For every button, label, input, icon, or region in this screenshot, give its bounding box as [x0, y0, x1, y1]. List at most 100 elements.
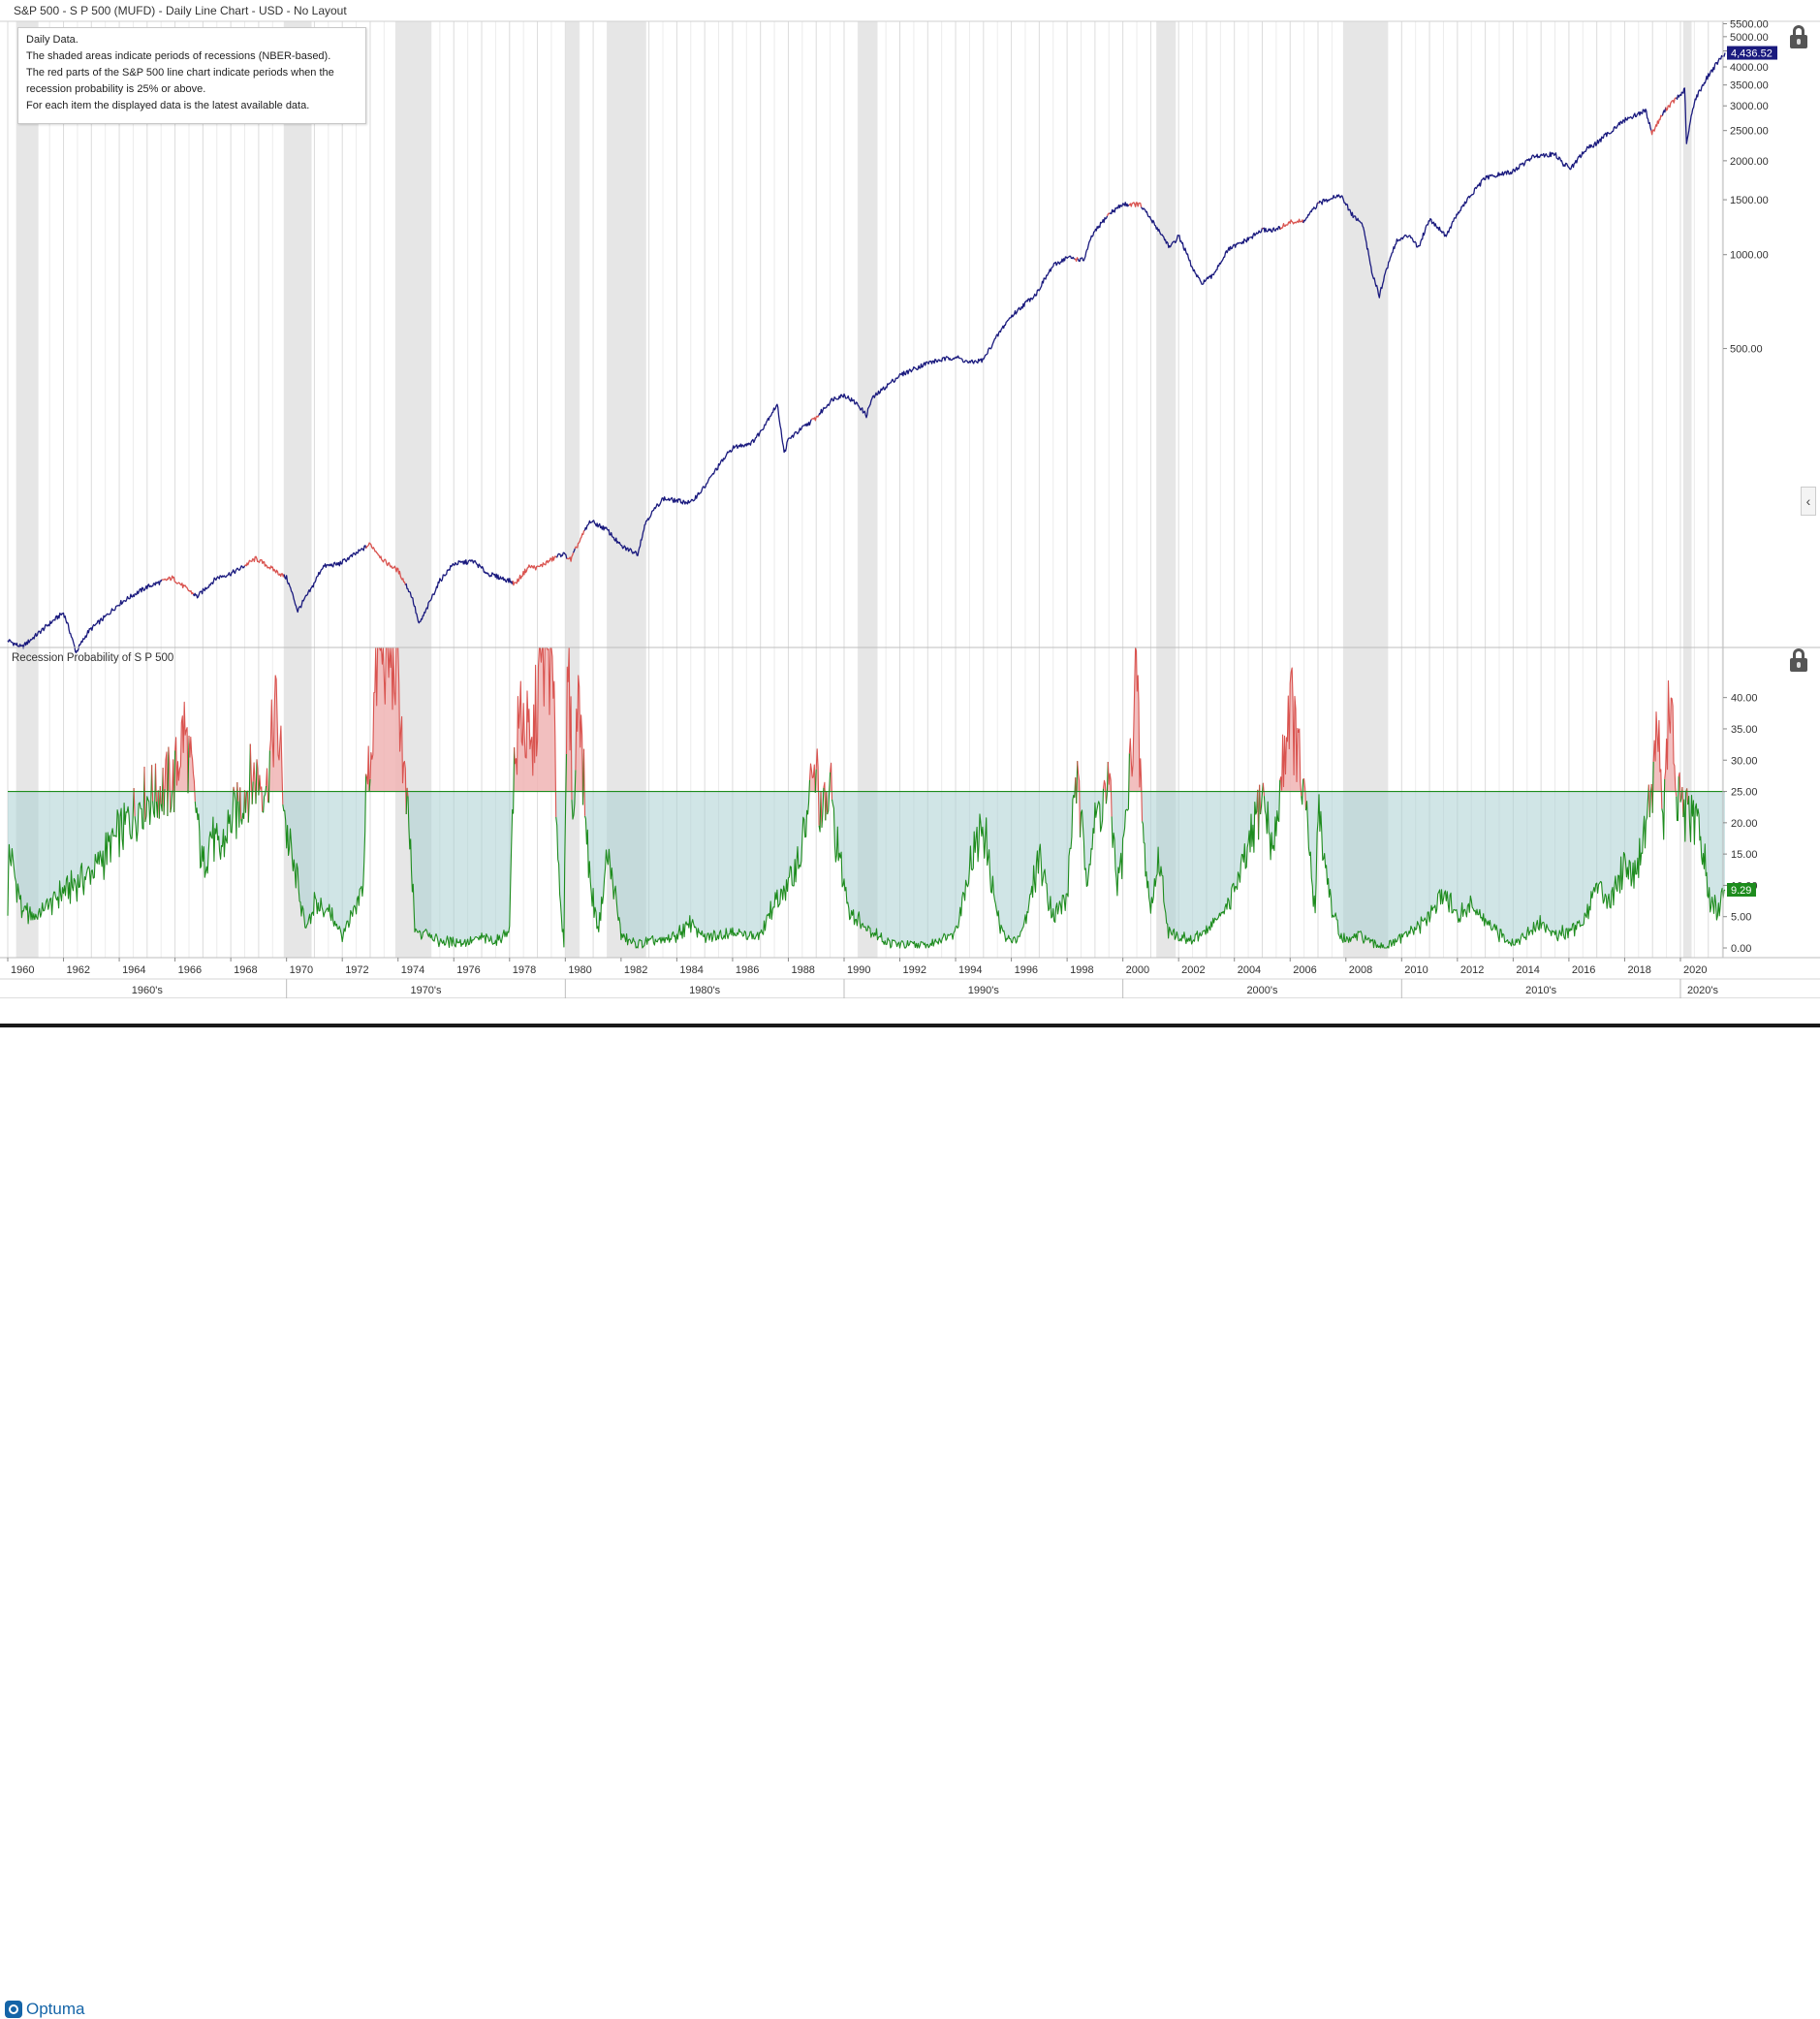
- price-axis-label: 1500.00: [1730, 195, 1769, 206]
- sp500-line: [1109, 202, 1130, 215]
- probability-line: [1301, 778, 1304, 805]
- probability-line: [187, 735, 190, 794]
- sp500-line: [555, 552, 568, 559]
- probability-line-high: [151, 765, 154, 802]
- probability-line: [1260, 782, 1264, 815]
- year-label: 1978: [513, 964, 536, 976]
- year-label: 1984: [679, 964, 703, 976]
- probability-line: [160, 768, 164, 812]
- sp500-line-high-probability: [1106, 212, 1111, 217]
- probability-panel-label: Recession Probability of S P 500: [12, 652, 174, 664]
- probability-line: [244, 791, 247, 813]
- year-label: 2002: [1181, 964, 1205, 976]
- year-label: 1982: [624, 964, 647, 976]
- probability-line: [1141, 789, 1259, 945]
- year-label: 2010: [1404, 964, 1428, 976]
- collapse-arrow-icon[interactable]: ‹: [1801, 487, 1816, 516]
- probability-line: [1079, 788, 1105, 888]
- probability-line: [173, 750, 176, 812]
- probability-axis-label: 35.00: [1731, 724, 1758, 736]
- probability-line: [240, 789, 246, 825]
- probability-line: [1687, 794, 1726, 921]
- probability-line-high: [168, 746, 172, 813]
- year-label: 1990: [847, 964, 870, 976]
- probability-line: [267, 750, 270, 804]
- probability-line-high: [239, 787, 242, 820]
- probability-line: [163, 788, 166, 815]
- probability-line: [818, 790, 822, 833]
- probability-line: [407, 746, 516, 948]
- probability-line: [247, 743, 251, 823]
- year-label: 1962: [67, 964, 90, 976]
- last-probability-label: 9.29: [1731, 885, 1751, 897]
- probability-line: [282, 773, 367, 943]
- sp500-line-high-probability: [1279, 218, 1304, 231]
- probability-line: [152, 763, 157, 818]
- sp500-line-high-probability: [161, 575, 195, 595]
- chart-canvas[interactable]: 5500.005000.004500.004000.003500.003000.…: [0, 0, 1820, 1027]
- year-label: 1998: [1070, 964, 1093, 976]
- probability-line-high: [259, 774, 264, 812]
- window-bottom-edge: [0, 1024, 1820, 1027]
- probability-axis-label: 20.00: [1731, 818, 1758, 830]
- year-label: 1994: [958, 964, 982, 976]
- price-axis-label: 2000.00: [1730, 156, 1769, 168]
- probability-line-high: [406, 787, 409, 797]
- probability-axis-label: 5.00: [1731, 912, 1751, 924]
- sp500-line-high-probability: [810, 415, 820, 422]
- probability-line-high: [164, 751, 169, 817]
- probability-line: [134, 766, 145, 842]
- probability-line: [1111, 753, 1130, 897]
- year-label: 1968: [234, 964, 257, 976]
- sp500-line: [283, 545, 367, 614]
- sp500-line: [1676, 52, 1726, 144]
- year-label: 1986: [736, 964, 759, 976]
- sp500-line: [1302, 202, 1319, 224]
- probability-line-high: [249, 743, 253, 804]
- probability-line: [831, 777, 1077, 949]
- optuma-logo-icon: [5, 2001, 22, 2018]
- probability-line: [251, 781, 254, 804]
- info-line: The shaded areas indicate periods of rec…: [26, 50, 331, 62]
- decade-label: 1990's: [968, 985, 1000, 996]
- probability-line: [237, 787, 241, 828]
- year-label: 1980: [568, 964, 591, 976]
- probability-line-high: [369, 647, 407, 815]
- probability-line: [827, 772, 832, 815]
- footer-bar: Optuma: [0, 998, 1820, 2018]
- year-label: 2000: [1126, 964, 1149, 976]
- sp500-line: [1262, 225, 1281, 234]
- probability-line-high: [1107, 761, 1113, 817]
- year-label: 1992: [903, 964, 926, 976]
- probability-axis-label: 15.00: [1731, 849, 1758, 861]
- probability-line: [1105, 761, 1109, 804]
- probability-line: [1676, 776, 1679, 822]
- info-line: recession probability is 25% or above.: [26, 83, 206, 95]
- probability-line-high: [172, 759, 175, 812]
- sp500-line: [192, 565, 246, 599]
- probability-line: [1076, 761, 1079, 804]
- year-label: 2014: [1516, 964, 1539, 976]
- recession-band: [858, 21, 878, 958]
- last-price-label: 4,436.52: [1731, 48, 1773, 60]
- time-axis-background: [0, 958, 1820, 998]
- sp500-line-high-probability: [574, 529, 585, 550]
- year-label: 1972: [345, 964, 368, 976]
- lock-icon[interactable]: [1788, 25, 1809, 48]
- probability-line: [821, 787, 825, 828]
- recession-band: [1682, 21, 1692, 958]
- probability-line: [1304, 784, 1649, 949]
- probability-line-high: [266, 768, 269, 803]
- info-line: Daily Data.: [26, 34, 78, 46]
- probability-area-fill: [8, 791, 1725, 948]
- probability-line: [144, 765, 153, 826]
- year-label: 2016: [1572, 964, 1595, 976]
- lock-icon[interactable]: [1788, 648, 1809, 672]
- price-axis-label: 1000.00: [1730, 250, 1769, 262]
- last-probability-badge: [1727, 883, 1756, 898]
- recession-band: [1156, 21, 1177, 958]
- probability-line-high: [823, 781, 827, 821]
- sp500-line-high-probability: [365, 542, 406, 585]
- probability-line-high: [582, 748, 586, 816]
- probability-line: [255, 759, 258, 804]
